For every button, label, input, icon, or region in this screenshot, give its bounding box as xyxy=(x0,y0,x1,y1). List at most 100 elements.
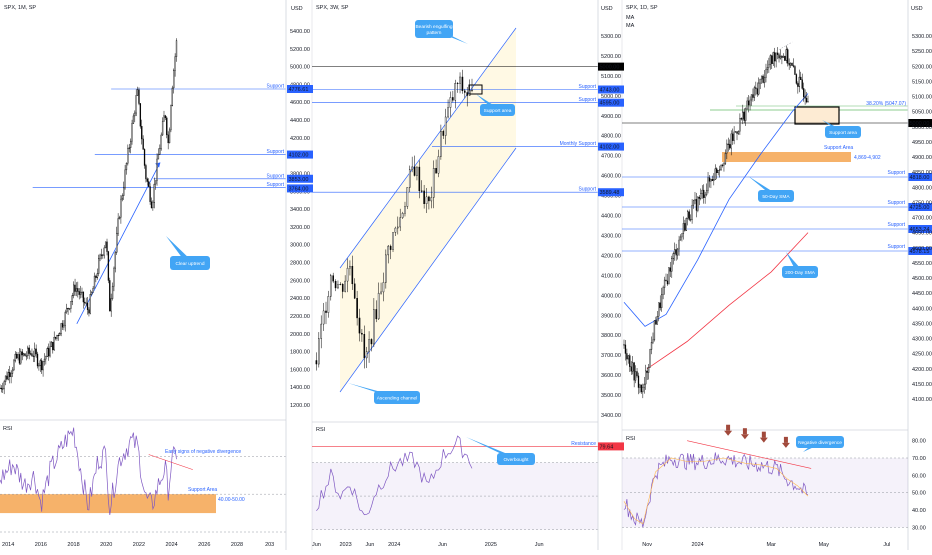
candle xyxy=(663,288,664,295)
panel-2-title: SPX, 3W, SP xyxy=(316,5,349,11)
candle xyxy=(345,281,346,291)
candle xyxy=(771,56,772,64)
divergence-arrow-head xyxy=(782,443,790,448)
y-tick-label: 4800.00 xyxy=(912,185,932,191)
candle xyxy=(671,258,672,271)
x-tick-label: 2016 xyxy=(35,542,47,548)
y-tick-label: 4700.00 xyxy=(912,216,932,222)
candle xyxy=(127,149,128,164)
price-tag: 4102.00 xyxy=(598,143,624,151)
candle xyxy=(660,303,661,308)
candle xyxy=(459,77,460,84)
y-tick-label: 4150.00 xyxy=(912,382,932,388)
candle xyxy=(36,349,37,354)
y-tick-label: 2000.00 xyxy=(290,332,310,338)
candle xyxy=(316,360,317,364)
support-zone-range: 4,869-4,902 xyxy=(854,155,881,161)
candle xyxy=(337,284,338,287)
panel-3-overlay-ma: MA xyxy=(626,23,635,29)
candle xyxy=(457,83,458,84)
candle xyxy=(125,170,126,188)
price-tag: 5000.00 xyxy=(598,63,624,71)
candle xyxy=(150,187,151,202)
candle xyxy=(333,276,334,282)
candle xyxy=(447,107,448,116)
price-tag-text: 3764.00 xyxy=(289,186,309,192)
candle xyxy=(650,349,651,367)
y-tick-label: 5050.00 xyxy=(912,110,932,116)
x-tick-label: Jun xyxy=(438,542,447,548)
candle xyxy=(130,141,131,148)
panel-3-candles xyxy=(624,46,809,399)
x-tick-label: Jun xyxy=(535,542,544,548)
candle xyxy=(676,249,677,255)
candle xyxy=(742,112,743,119)
y-tick-label: 60.00 xyxy=(912,473,926,479)
candle xyxy=(713,179,714,180)
candle xyxy=(357,298,358,318)
candle xyxy=(670,268,671,272)
divergence-arrow-shaft xyxy=(762,432,766,438)
y-tick-label: 4650.00 xyxy=(912,231,932,237)
panel-3-title: SPX, 1D, SP xyxy=(626,5,658,11)
candle xyxy=(634,363,635,381)
candle xyxy=(164,116,165,122)
x-tick-label: Mar xyxy=(766,542,776,548)
candle xyxy=(443,131,444,135)
candle xyxy=(780,56,781,58)
y-tick-label: 4300.00 xyxy=(912,337,932,343)
candle xyxy=(781,56,782,57)
candle xyxy=(342,284,343,291)
candle xyxy=(774,53,775,62)
candle xyxy=(750,100,751,105)
x-tick-label: May xyxy=(819,542,830,548)
candle xyxy=(786,50,787,61)
candle xyxy=(143,139,144,149)
candle xyxy=(368,339,369,351)
panel-1-bg xyxy=(0,0,286,550)
candle xyxy=(84,302,85,303)
price-tag: 79.64 xyxy=(598,442,624,450)
candle xyxy=(735,132,736,133)
y-tick-label: 1600.00 xyxy=(290,367,310,373)
candle xyxy=(62,323,63,327)
ascending-channel-callout: Ascending channel xyxy=(348,383,420,404)
rsi-resistance-label: Resistance xyxy=(571,441,596,447)
candle xyxy=(625,345,626,354)
level-label: Support xyxy=(578,84,596,90)
candle xyxy=(737,132,738,134)
callout-text: 200-Day SMA xyxy=(785,270,816,276)
support-level-label: Support xyxy=(266,182,284,188)
candle xyxy=(54,337,55,350)
y-tick-label: 3600.00 xyxy=(601,373,621,379)
candle xyxy=(658,303,659,317)
candle xyxy=(169,130,170,143)
candle xyxy=(677,249,678,255)
candle xyxy=(347,268,348,281)
sma-50-callout: 50-Day SMA xyxy=(748,176,794,202)
y-tick-label: 4300.00 xyxy=(601,233,621,239)
candle xyxy=(161,135,162,149)
candle xyxy=(68,308,69,309)
candle xyxy=(330,276,331,297)
candle xyxy=(115,252,116,268)
x-tick-label: 2026 xyxy=(198,542,210,548)
panel-2-currency: USD xyxy=(291,6,303,12)
candle xyxy=(651,342,652,349)
y-tick-label: 80.00 xyxy=(912,439,926,445)
candle xyxy=(684,223,685,230)
candle xyxy=(680,237,681,240)
candle xyxy=(77,288,78,291)
level-label: Support xyxy=(887,170,905,176)
sma-200-line xyxy=(647,233,808,369)
candle xyxy=(18,354,19,358)
candle xyxy=(758,83,759,94)
candle xyxy=(645,371,646,384)
y-tick-label: 4700.00 xyxy=(601,154,621,160)
candle xyxy=(98,259,99,274)
candle xyxy=(321,324,322,338)
candle xyxy=(134,113,135,116)
candle xyxy=(745,109,746,121)
candle xyxy=(172,88,173,106)
